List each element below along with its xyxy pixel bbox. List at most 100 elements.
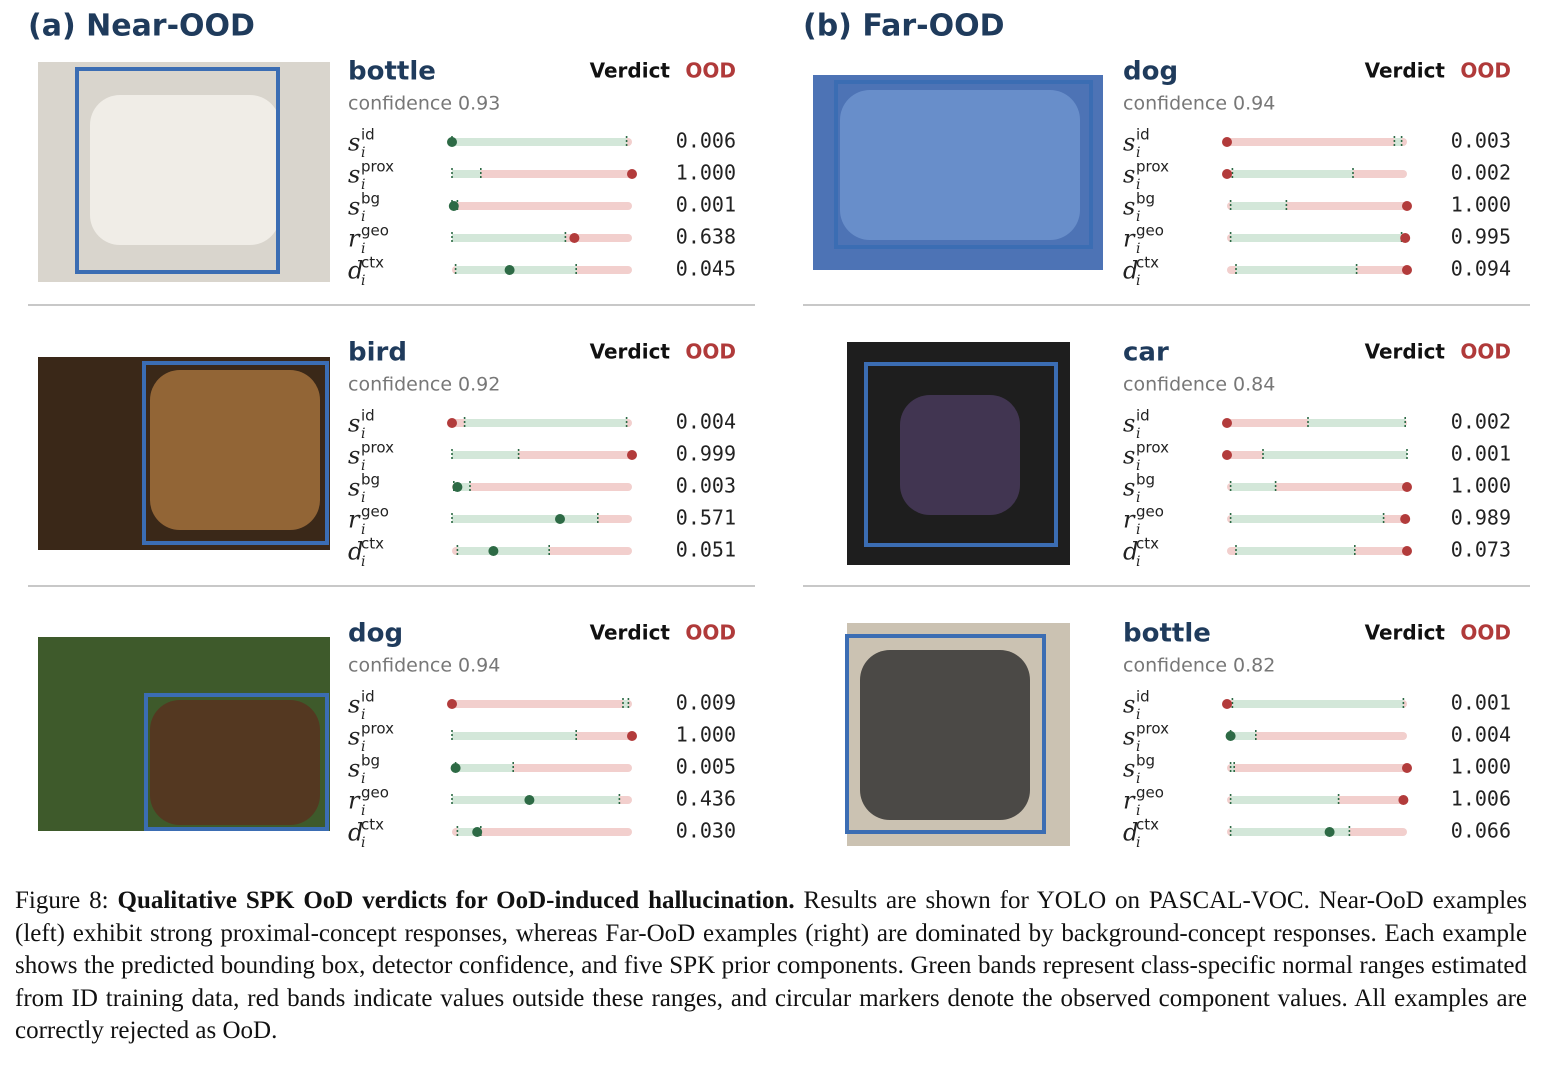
band-normal: [1230, 234, 1402, 242]
component-sub: i: [1136, 241, 1140, 257]
component-symbol: s: [348, 755, 360, 783]
verdict-label: Verdict: [590, 340, 671, 364]
band-normal: [1232, 170, 1353, 178]
band-normal: [1236, 266, 1357, 274]
verdict: OOD: [1460, 59, 1511, 83]
value-marker: [1222, 418, 1232, 428]
component-sub: i: [1136, 490, 1140, 506]
value-marker: [627, 169, 637, 179]
component-symbol: s: [348, 442, 360, 470]
band-normal: [1308, 419, 1406, 427]
component-value: 1.000: [1451, 193, 1511, 217]
band-out: [1227, 138, 1407, 146]
band-normal: [452, 234, 566, 242]
component-value: 0.045: [676, 257, 736, 281]
component-sup: prox: [361, 720, 394, 738]
class-name: bottle: [348, 57, 436, 87]
class-name: dog: [348, 619, 403, 649]
component-sup: id: [1136, 407, 1150, 425]
component-symbol: d: [1123, 819, 1138, 847]
band-normal: [464, 419, 627, 427]
component-value: 0.003: [1451, 129, 1511, 153]
component-sup: prox: [1136, 158, 1169, 176]
component-sub: i: [1136, 458, 1140, 474]
verdict-label: Verdict: [1365, 59, 1446, 83]
value-marker: [1400, 514, 1411, 524]
component-symbol: s: [1123, 410, 1135, 438]
component-value: 1.000: [1451, 755, 1511, 779]
band-out: [452, 828, 632, 836]
component-value: 0.006: [676, 129, 736, 153]
component-symbol: d: [348, 819, 363, 847]
component-value: 1.000: [676, 161, 736, 185]
component-sub: i: [1136, 209, 1140, 225]
component-value: 0.995: [1451, 225, 1511, 249]
value-marker: [452, 482, 463, 492]
image-detail: [150, 700, 320, 825]
component-sup: geo: [1136, 503, 1164, 521]
confidence: confidence 0.94: [1123, 93, 1275, 115]
component-value: 0.001: [1451, 442, 1511, 466]
component-symbol: d: [1123, 257, 1138, 285]
component-value: 0.001: [676, 193, 736, 217]
component-sup: bg: [361, 190, 380, 208]
value-marker: [1400, 233, 1411, 243]
value-marker: [555, 514, 565, 524]
band-normal: [452, 170, 481, 178]
component-sup: ctx: [361, 816, 384, 834]
component-sup: geo: [361, 222, 389, 240]
component-symbol: r: [348, 787, 361, 815]
component-sub: i: [1136, 554, 1140, 570]
component-symbol: s: [348, 723, 360, 751]
component-symbol: d: [1123, 538, 1138, 566]
component-sup: id: [1136, 126, 1150, 144]
component-sup: prox: [361, 439, 394, 457]
bounding-box: [142, 361, 329, 545]
component-symbol: s: [348, 410, 360, 438]
band-normal: [455, 266, 577, 274]
component-value: 1.000: [676, 723, 736, 747]
band-normal: [623, 700, 629, 708]
band-normal: [1263, 451, 1407, 459]
component-sub: i: [361, 273, 365, 289]
value-marker: [1402, 482, 1412, 492]
bounding-box: [834, 80, 1093, 249]
panel-heading: (b) Far-OOD: [803, 9, 1004, 44]
component-value: 0.638: [676, 225, 736, 249]
value-marker: [1402, 201, 1412, 211]
band-normal: [1230, 764, 1235, 772]
component-sub: i: [361, 771, 365, 787]
band-out: [452, 202, 632, 210]
component-symbol: s: [1123, 723, 1135, 751]
value-marker: [524, 795, 535, 805]
component-value: 0.004: [676, 410, 736, 434]
component-sup: bg: [1136, 752, 1155, 770]
component-sub: i: [1136, 177, 1140, 193]
confidence: confidence 0.84: [1123, 374, 1275, 396]
component-sup: ctx: [361, 254, 384, 272]
component-value: 0.571: [676, 506, 736, 530]
component-sup: id: [361, 126, 375, 144]
component-value: 0.436: [676, 787, 736, 811]
verdict-label: Verdict: [590, 59, 671, 83]
component-sub: i: [1136, 522, 1140, 538]
component-sup: bg: [1136, 190, 1155, 208]
band-normal: [1230, 483, 1276, 491]
confidence: confidence 0.92: [348, 374, 500, 396]
component-sub: i: [1136, 145, 1140, 161]
panel-heading: (a) Near-OOD: [28, 9, 255, 44]
component-symbol: s: [348, 129, 360, 157]
value-marker: [1225, 731, 1236, 741]
value-marker: [1398, 795, 1409, 805]
class-name: bottle: [1123, 619, 1211, 649]
component-value: 0.004: [1451, 723, 1511, 747]
image-detail: [150, 370, 320, 530]
component-symbol: s: [1123, 161, 1135, 189]
bounding-box: [144, 693, 329, 831]
component-sub: i: [361, 426, 365, 442]
component-value: 1.000: [1451, 474, 1511, 498]
band-normal: [1230, 515, 1384, 523]
component-value: 0.989: [1451, 506, 1511, 530]
value-marker: [1324, 827, 1335, 837]
component-sub: i: [1136, 771, 1140, 787]
